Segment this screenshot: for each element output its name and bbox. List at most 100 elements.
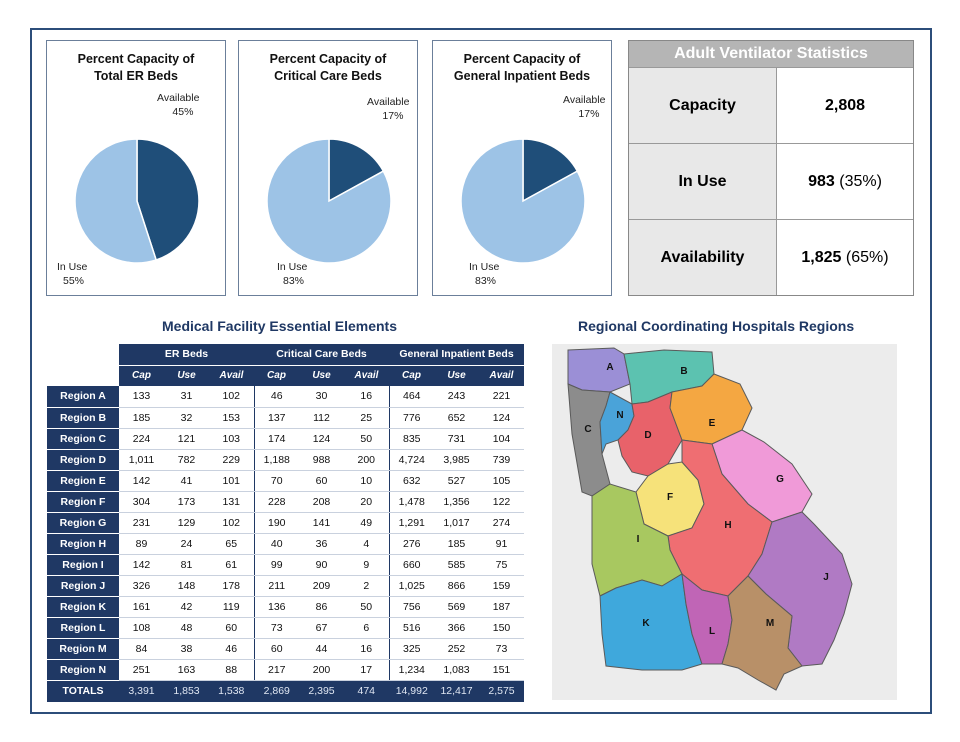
table-cell: 866 [434,575,479,597]
table-row: Region B 185 32 153 137 112 25 776 652 124 [47,407,524,429]
inuse-label: In Use 83% [469,260,499,288]
table-cell: 527 [434,470,479,492]
table-cell: 17 [344,659,390,681]
row-label: Region C [47,428,119,450]
table-row: Region K 161 42 119 136 86 50 756 569 187 [47,596,524,618]
table-cell: 65 [209,533,255,555]
map-label-a: A [606,362,613,373]
table-cell: 119 [209,596,255,618]
table-group-header: ER Beds Critical Care Beds General Inpat… [47,344,524,365]
table-cell: 131 [209,491,255,513]
stats-pct: (35%) [839,173,882,190]
table-cell: 101 [209,470,255,492]
subheader-cap: Cap [119,364,164,386]
table-cell: 163 [164,659,209,681]
subheader-cap: Cap [254,364,299,386]
available-pct: 17% [382,110,404,122]
inuse-label: In Use 83% [277,260,307,288]
group-header-er: ER Beds [119,344,254,365]
row-label: Region N [47,659,119,681]
inuse-pct: 83% [475,275,497,287]
table-cell: 61 [209,554,255,576]
stats-value: 1,825 [801,249,842,266]
map-label-e: E [709,418,716,429]
table-cell: 44 [299,638,344,660]
table-cell: 67 [299,617,344,639]
stats-label: Availability [629,220,777,295]
map-label-h: H [724,520,731,531]
row-label: Region G [47,512,119,534]
pie-slice-in-use [266,138,392,264]
inuse-text: In Use [469,261,500,273]
subheader-use: Use [434,364,479,386]
table-cell: 229 [209,449,255,471]
table-cell: 151 [479,659,524,681]
table-cell: 464 [389,386,434,408]
map-label-l: L [709,626,715,637]
stats-row-capacity: Capacity 2,808 [629,67,913,143]
row-label: Region F [47,491,119,513]
table-cell: 2 [344,575,390,597]
table-cell: 86 [299,596,344,618]
table-cell: 36 [299,533,344,555]
table-subheader: Cap Use Avail Cap Use Avail Cap Use Avai… [47,364,524,386]
stats-row-availability: Availability 1,825 (65%) [629,219,913,295]
table-cell: 161 [119,596,164,618]
table-cell: 200 [299,659,344,681]
table-cell: 1,538 [209,680,255,702]
table-cell: 159 [479,575,524,597]
table-cell: 632 [389,470,434,492]
row-label: Region M [47,638,119,660]
table-cell: 99 [254,554,299,576]
available-text: Available [563,94,606,106]
table-cell: 88 [209,659,255,681]
table-cell: 46 [209,638,255,660]
inuse-pct: 83% [283,275,305,287]
row-label: Region D [47,449,119,471]
table-cell: 228 [254,491,299,513]
available-pct: 17% [578,108,600,120]
table-cell: 185 [434,533,479,555]
table-cell: 6 [344,617,390,639]
available-text: Available [157,92,200,104]
table-cell: 50 [344,428,390,450]
table-cell: 474 [344,680,390,702]
group-header-inpatient: General Inpatient Beds [389,344,524,365]
table-cell: 91 [479,533,524,555]
table-cell: 124 [479,407,524,429]
table-cell: 84 [119,638,164,660]
inuse-text: In Use [57,261,88,273]
table-cell: 1,017 [434,512,479,534]
table-cell: 173 [164,491,209,513]
stats-row-inuse: In Use 983 (35%) [629,143,913,219]
stats-label: In Use [629,144,777,219]
table-cell: 3,985 [434,449,479,471]
table-cell: 326 [119,575,164,597]
table-cell: 103 [209,428,255,450]
pie-slice-in-use [74,138,158,264]
map-label-k: K [642,618,650,629]
table-cell: 174 [254,428,299,450]
pie-title-line2: Total ER Beds [94,69,178,83]
table-cell: 81 [164,554,209,576]
inuse-label: In Use 55% [57,260,87,288]
map-region-a [567,347,631,393]
table-cell: 4 [344,533,390,555]
pie-title-line2: Critical Care Beds [274,69,382,83]
table-totals-row: TOTALS 3,391 1,853 1,538 2,869 2,395 474 14,992… [47,680,524,702]
available-label: Available 45% [157,91,199,119]
table-cell: 30 [299,386,344,408]
subheader-avail: Avail [344,364,389,386]
table-cell: 2,575 [479,680,524,702]
table-row: Region F 304 173 131 228 208 20 1,478 1,356 122 [47,491,524,513]
row-label: Region H [47,533,119,555]
stats-value-cell: 983 (35%) [777,144,913,219]
table-cell: 325 [389,638,434,660]
pie-title: Percent Capacity of General Inpatient Be… [433,51,611,85]
table-cell: 187 [479,596,524,618]
table-cell: 221 [479,386,524,408]
subheader-cap: Cap [389,364,434,386]
table-cell: 142 [119,470,164,492]
stats-pct: (65%) [845,249,889,266]
available-label: Available 17% [563,93,605,121]
